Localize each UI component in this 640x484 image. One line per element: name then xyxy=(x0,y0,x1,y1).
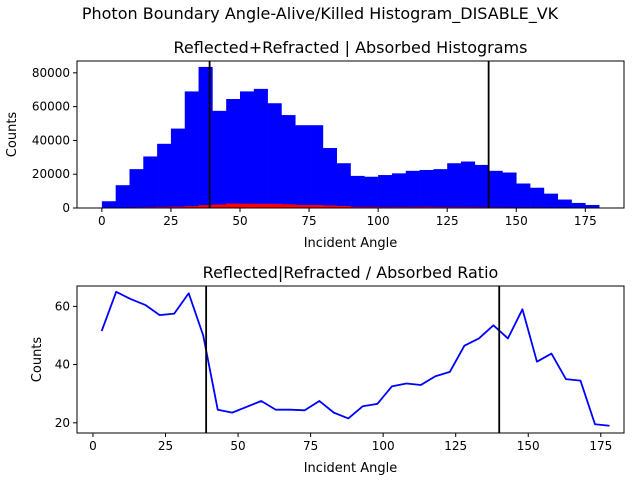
x-tick-label: 150 xyxy=(517,439,540,453)
x-tick-label: 25 xyxy=(163,214,178,228)
y-tick-label: 40 xyxy=(55,358,70,372)
reflected-refracted-bar xyxy=(461,162,475,208)
chart-title: Reflected|Refracted / Absorbed Ratio xyxy=(203,263,499,282)
plot-area xyxy=(102,286,610,433)
x-tick-label: 125 xyxy=(444,439,467,453)
figure-suptitle: Photon Boundary Angle-Alive/Killed Histo… xyxy=(82,4,559,24)
y-tick-label: 80000 xyxy=(32,66,70,80)
x-axis-label: Incident Angle xyxy=(304,236,398,251)
reflected-refracted-bar xyxy=(406,171,420,208)
x-tick-label: 0 xyxy=(98,214,106,228)
x-tick-label: 75 xyxy=(301,214,316,228)
reflected-refracted-bar xyxy=(102,201,116,208)
y-tick-label: 20000 xyxy=(32,167,70,181)
x-tick-label: 25 xyxy=(158,439,173,453)
reflected-refracted-bar xyxy=(364,177,378,208)
absorbed-bar xyxy=(226,204,240,208)
y-tick-label: 60000 xyxy=(32,100,70,114)
reflected-refracted-bar xyxy=(212,111,226,208)
reflected-refracted-bar xyxy=(226,99,240,208)
x-tick-label: 100 xyxy=(367,214,390,228)
reflected-refracted-bar xyxy=(544,194,558,208)
reflected-refracted-bar xyxy=(295,125,309,208)
reflected-refracted-bar xyxy=(199,67,213,208)
histogram-panel: Reflected+Refracted | Absorbed Histogram… xyxy=(5,38,624,251)
x-axis-label: Incident Angle xyxy=(304,461,398,476)
reflected-refracted-bar xyxy=(351,176,365,208)
absorbed-bar xyxy=(240,204,254,208)
reflected-refracted-bar xyxy=(240,91,254,208)
y-axis-label: Counts xyxy=(30,337,45,383)
reflected-refracted-bar xyxy=(475,165,489,208)
reflected-refracted-bar xyxy=(433,169,447,208)
reflected-refracted-bar xyxy=(157,144,171,208)
reflected-refracted-bar xyxy=(185,91,199,208)
x-tick-label: 175 xyxy=(589,439,612,453)
x-tick-label: 175 xyxy=(574,214,597,228)
reflected-refracted-bar xyxy=(502,173,516,208)
reflected-refracted-bar xyxy=(323,148,337,208)
y-tick-label: 60 xyxy=(55,299,70,313)
reflected-refracted-bar xyxy=(516,184,530,209)
y-tick-label: 20 xyxy=(55,416,70,430)
x-tick-label: 50 xyxy=(230,439,245,453)
reflected-refracted-bar xyxy=(143,156,157,208)
x-tick-label: 100 xyxy=(372,439,395,453)
reflected-refracted-bar xyxy=(392,173,406,208)
x-tick-label: 0 xyxy=(89,439,97,453)
reflected-refracted-bar xyxy=(558,200,572,208)
absorbed-bar xyxy=(212,204,226,208)
chart-title: Reflected+Refracted | Absorbed Histogram… xyxy=(174,38,528,57)
reflected-refracted-bar xyxy=(420,170,434,208)
ratio-panel: Reflected|Refracted / Absorbed Ratio 0 25 5… xyxy=(30,263,624,476)
reflected-refracted-bar xyxy=(447,163,461,208)
reflected-refracted-bar xyxy=(337,163,351,208)
absorbed-bar xyxy=(254,204,268,208)
y-tick-label: 40000 xyxy=(32,133,70,147)
reflected-refracted-bar xyxy=(489,171,503,208)
ratio-line xyxy=(102,292,610,426)
reflected-refracted-bar xyxy=(281,115,295,208)
reflected-refracted-bar xyxy=(268,103,282,208)
absorbed-bar xyxy=(268,204,282,208)
reflected-refracted-bar xyxy=(171,129,185,208)
x-tick-label: 150 xyxy=(505,214,528,228)
reflected-refracted-bar xyxy=(116,185,130,208)
reflected-refracted-bar xyxy=(530,188,544,208)
reflected-refracted-bar xyxy=(129,169,143,208)
reflected-refracted-bar xyxy=(378,175,392,208)
y-tick-label: 0 xyxy=(62,201,70,215)
plot-area xyxy=(102,61,600,208)
x-tick-label: 75 xyxy=(303,439,318,453)
x-tick-label: 50 xyxy=(232,214,247,228)
reflected-refracted-bar xyxy=(572,203,586,208)
reflected-refracted-bar xyxy=(254,89,268,208)
y-axis-label: Counts xyxy=(5,112,20,158)
absorbed-bar xyxy=(281,204,295,208)
x-tick-label: 125 xyxy=(436,214,459,228)
reflected-refracted-bar xyxy=(309,125,323,208)
